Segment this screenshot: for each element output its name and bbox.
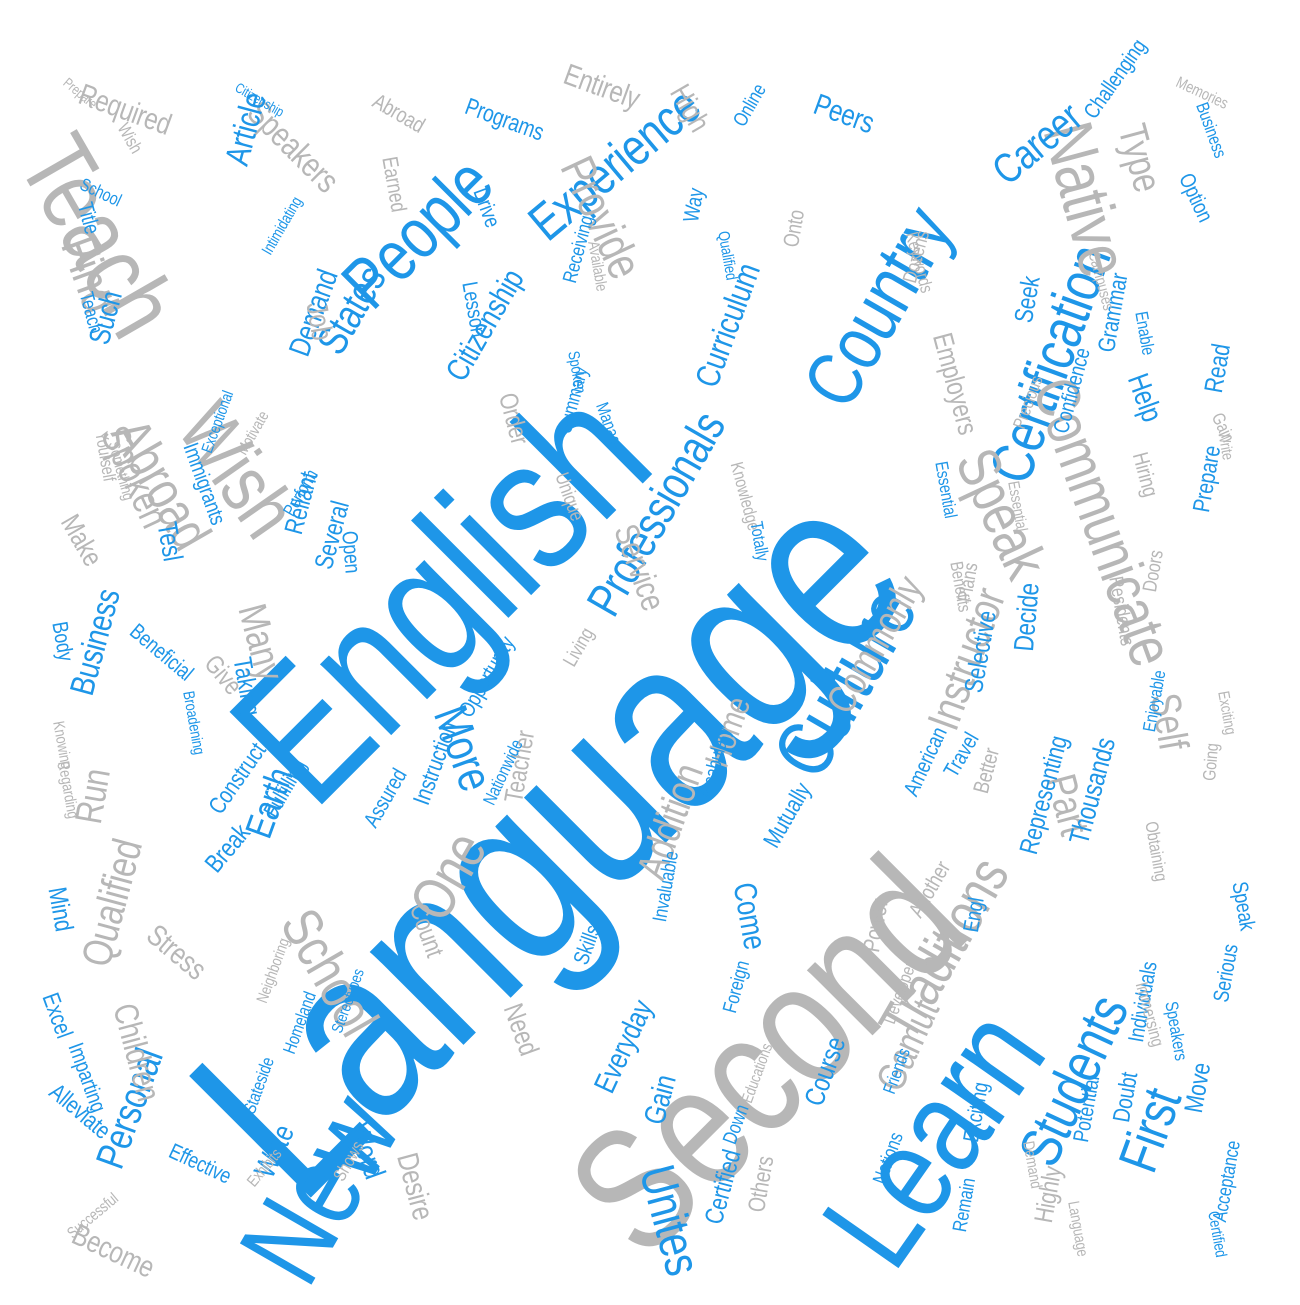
word-earned: Earned <box>377 154 412 214</box>
word-mind: Mind <box>42 884 80 934</box>
word-help: Help <box>1120 369 1169 427</box>
word-online: Online <box>729 80 771 131</box>
word-speak: Speak <box>1227 879 1261 933</box>
word-employers: Employers <box>926 329 984 438</box>
word-exciting: Exciting <box>1214 689 1239 736</box>
word-beneficial: Beneficial <box>125 618 199 686</box>
word-challenging: Challenging <box>1078 34 1152 124</box>
word-excel: Excel <box>36 989 78 1042</box>
word-language: Language <box>1064 1199 1091 1258</box>
word-desire: Desire <box>390 1149 440 1224</box>
word-way: Way <box>678 186 709 224</box>
word-decide: Decide <box>1008 581 1045 653</box>
word-move: Move <box>1178 1060 1217 1115</box>
word-come: Come <box>726 879 774 953</box>
word-job: Job <box>299 299 339 343</box>
word-body: Body <box>47 619 79 663</box>
word-make: Make <box>54 509 109 572</box>
word-country: Country <box>785 192 969 422</box>
word-going: Going <box>1199 742 1223 782</box>
word-hiring: Hiring <box>1127 449 1164 500</box>
word-seek: Seek <box>1008 273 1046 325</box>
word-speakers: Speakers <box>1161 999 1192 1063</box>
word-intimidating: Intimidating <box>259 194 306 258</box>
word-effective: Effective <box>165 1138 236 1189</box>
word-qualified: Qualified <box>714 229 740 282</box>
word-programs: Programs <box>461 93 548 147</box>
word-abroad: Abroad <box>368 88 430 138</box>
word-break: Break <box>198 817 256 878</box>
word-serious: Serious <box>1208 942 1243 1004</box>
word-onto: Onto <box>778 207 810 249</box>
word-enable: Enable <box>1131 309 1159 357</box>
word-qualified: Qualified <box>72 834 152 972</box>
word-open: Open <box>337 529 366 575</box>
word-engl: Engl <box>958 895 989 934</box>
word-entirely: Entirely <box>559 58 645 116</box>
word-peers: Peers <box>809 88 879 141</box>
word-option: Option <box>1174 169 1219 226</box>
word-stress: Stress <box>140 918 213 987</box>
word-obtaining: Obtaining <box>1141 819 1172 883</box>
word-tesl: Tesl <box>151 519 189 564</box>
word-read: Read <box>1198 341 1237 395</box>
